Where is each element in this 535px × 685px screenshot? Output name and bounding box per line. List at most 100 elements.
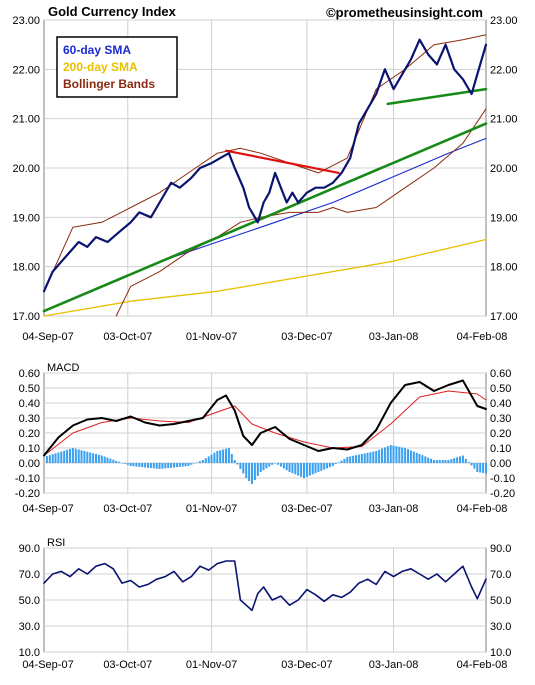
macd-y-tick-label-left: 0.60	[19, 368, 40, 380]
legend-sma200: 200-day SMA	[63, 60, 138, 74]
macd-histogram-bar	[482, 463, 485, 473]
legend: 60-day SMA 200-day SMA Bollinger Bands	[56, 36, 178, 98]
macd-y-tick-label-left: 0.00	[19, 458, 40, 470]
macd-histogram-bar	[375, 451, 378, 463]
macd-histogram-bar	[204, 458, 207, 463]
macd-histogram-bar	[308, 463, 311, 476]
macd-histogram-bar	[175, 463, 178, 468]
macd-histogram-bar	[242, 463, 245, 474]
price-y-tick-label-left: 19.00	[12, 212, 40, 224]
macd-histogram-bar	[236, 463, 239, 465]
price-y-tick-label-left: 18.00	[12, 262, 40, 274]
macd-histogram-bar	[66, 449, 69, 463]
macd-histogram-bar	[418, 454, 421, 463]
macd-histogram-bar	[196, 462, 199, 463]
price-y-tick-label-right: 22.00	[490, 64, 518, 76]
macd-histogram-bar	[450, 459, 453, 463]
macd-histogram-bar	[444, 460, 447, 463]
macd-y-tick-label-left: -0.20	[15, 488, 40, 500]
rsi-x-tick-label: 01-Nov-07	[186, 659, 237, 671]
macd-histogram-bar	[476, 463, 479, 472]
macd-histogram-bar	[300, 463, 303, 477]
rsi-y-tick-label-left: 30.0	[19, 621, 40, 633]
macd-histogram-bar	[447, 460, 450, 463]
macd-y-tick-label-left: -0.10	[15, 473, 40, 485]
macd-histogram-bar	[378, 449, 381, 463]
macd-histogram-bar	[184, 463, 187, 467]
macd-x-tick-label: 03-Dec-07	[281, 503, 332, 515]
macd-histogram-bar	[352, 455, 355, 463]
macd-histogram-bar	[63, 450, 66, 463]
price-y-tick-label-right: 19.00	[490, 212, 518, 224]
grid-layer	[44, 19, 486, 653]
macd-histogram-bar	[45, 456, 48, 463]
price-x-tick-label: 03-Dec-07	[281, 331, 332, 343]
macd-histogram-bar	[54, 453, 57, 463]
macd-histogram-bar	[253, 463, 256, 480]
macd-y-tick-label-right: 0.30	[490, 413, 511, 425]
macd-histogram-bar	[199, 461, 202, 463]
macd-histogram-bar	[83, 451, 86, 463]
macd-histogram-bar	[48, 455, 51, 463]
macd-histogram-bar	[132, 463, 135, 467]
macd-y-tick-label-left: 0.40	[19, 398, 40, 410]
macd-histogram-bar	[366, 452, 369, 463]
macd-histogram-bar	[152, 463, 155, 469]
macd-histogram-bar	[355, 455, 358, 463]
macd-histogram-bar	[459, 456, 462, 463]
macd-histogram-bar	[456, 457, 459, 463]
macd-histogram-bar	[297, 463, 300, 476]
macd-histogram-bar	[326, 463, 329, 469]
macd-histogram-bar	[389, 445, 392, 463]
macd-y-tick-label-right: -0.20	[490, 488, 515, 500]
macd-histogram-bar	[239, 463, 242, 469]
macd-histogram-bar	[126, 463, 129, 465]
tick-label-layer: 17.00 17.00 18.00 18.00 19.00 19.00 20.00 20.00…	[12, 15, 517, 671]
price-x-tick-label: 03-Jan-08	[369, 331, 419, 343]
macd-histogram-bar	[100, 455, 103, 463]
macd-histogram-bar	[103, 456, 106, 463]
legend-bollinger: Bollinger Bands	[63, 77, 155, 91]
macd-histogram-bar	[178, 463, 181, 467]
macd-x-tick-label: 04-Feb-08	[457, 503, 508, 515]
macd-histogram-bar	[256, 463, 259, 476]
macd-histogram-bar	[337, 462, 340, 463]
macd-histogram-bar	[291, 463, 294, 474]
macd-histogram-bar	[147, 463, 150, 468]
macd-histogram-bar	[210, 454, 213, 463]
rsi-y-tick-label-right: 70.0	[490, 569, 511, 581]
macd-x-tick-label: 03-Oct-07	[103, 503, 152, 515]
macd-y-tick-label-right: -0.10	[490, 473, 515, 485]
macd-histogram-bar	[97, 454, 100, 464]
rsi-y-tick-label-right: 10.0	[490, 647, 511, 659]
macd-histogram-bar	[311, 463, 314, 475]
rsi-x-tick-label: 03-Dec-07	[281, 659, 332, 671]
rsi-panel-title: RSI	[47, 537, 65, 549]
macd-histogram-bar	[398, 446, 401, 463]
macd-histogram-bar	[360, 454, 363, 463]
macd-histogram-bar	[141, 463, 144, 468]
macd-histogram-bar	[274, 463, 277, 464]
price-y-tick-label-left: 23.00	[12, 15, 40, 27]
macd-histogram-bar	[331, 463, 334, 466]
rsi-y-tick-label-right: 90.0	[490, 543, 511, 555]
macd-histogram-bar	[386, 446, 389, 463]
macd-x-tick-label: 03-Jan-08	[369, 503, 419, 515]
macd-histogram-bar	[92, 453, 95, 464]
macd-y-tick-label-right: 0.20	[490, 428, 511, 440]
macd-histogram-bar	[207, 456, 210, 463]
macd-histogram-bar	[424, 456, 427, 463]
macd-histogram-bar	[320, 463, 323, 471]
price-x-tick-label: 04-Sep-07	[22, 331, 73, 343]
macd-histogram-bar	[461, 455, 464, 463]
macd-histogram-bar	[109, 458, 112, 463]
macd-histogram-bar	[303, 463, 306, 478]
macd-histogram-bar	[323, 463, 326, 470]
macd-y-tick-label-left: 0.50	[19, 383, 40, 395]
macd-histogram-bar	[216, 451, 219, 463]
macd-histogram-bar	[277, 463, 280, 465]
price-x-tick-label: 03-Oct-07	[103, 331, 152, 343]
macd-y-tick-label-right: 0.10	[490, 443, 511, 455]
bollinger-lower-line	[115, 108, 487, 317]
